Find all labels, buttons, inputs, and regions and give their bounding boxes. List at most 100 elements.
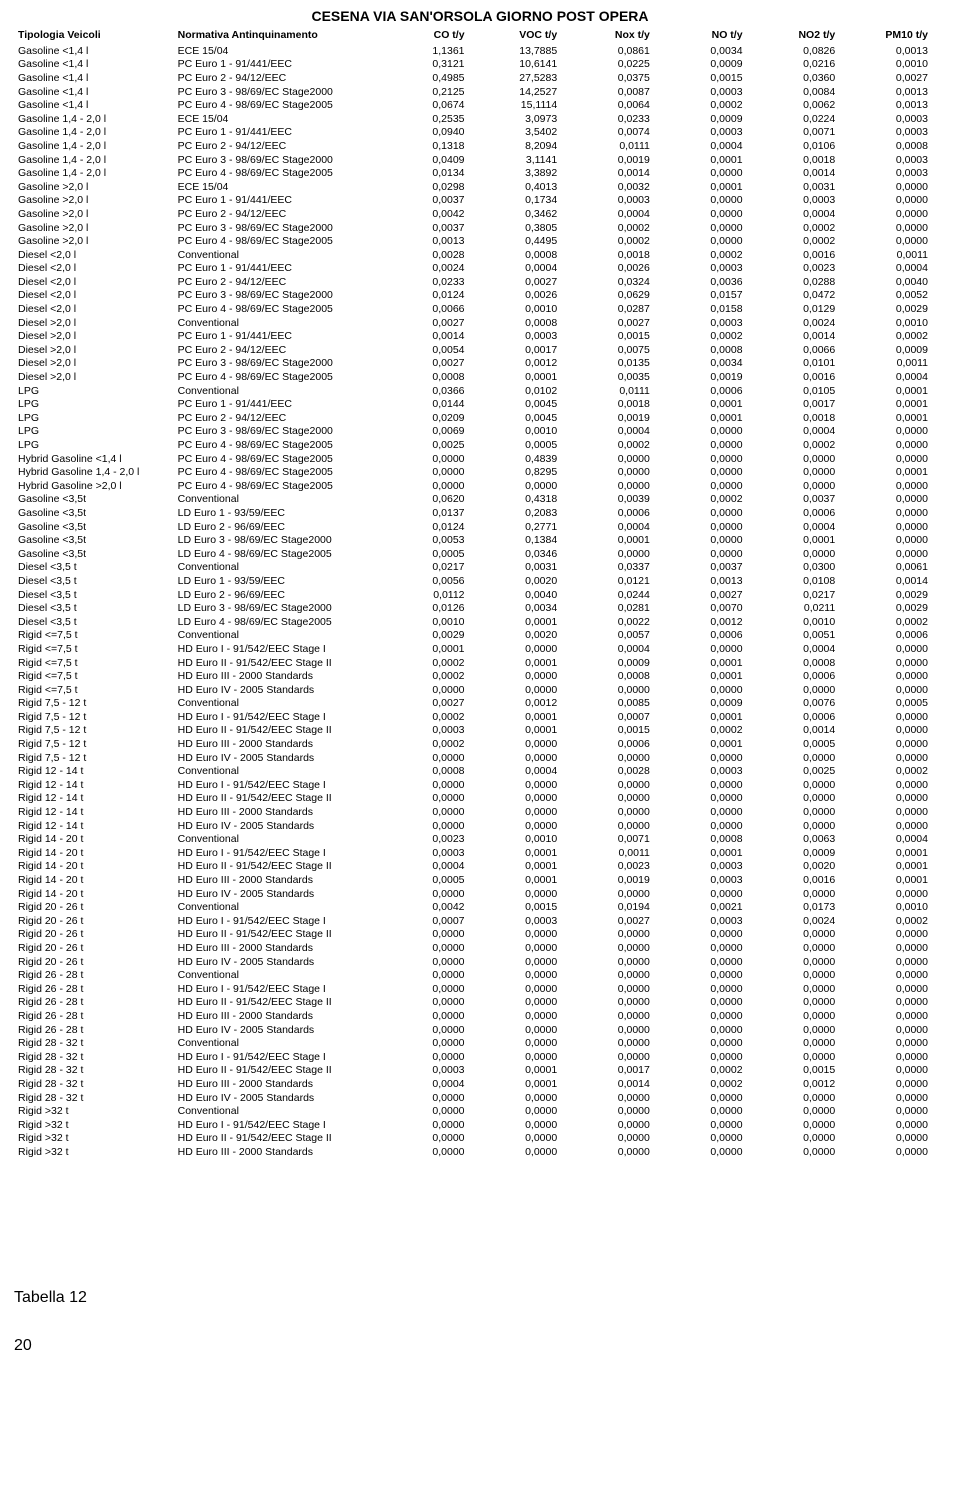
table-cell: 0,0003 — [668, 764, 761, 778]
table-cell: 0,0008 — [668, 832, 761, 846]
table-cell: PC Euro 1 - 91/441/EEC — [174, 194, 390, 208]
table-cell: PC Euro 1 - 91/441/EEC — [174, 329, 390, 343]
table-cell: 0,4839 — [483, 452, 576, 466]
table-cell: Rigid <=7,5 t — [14, 629, 174, 643]
table-cell: 0,0010 — [483, 832, 576, 846]
header-co: CO t/y — [390, 28, 483, 44]
table-cell: 0,0000 — [668, 996, 761, 1010]
table-cell: 0,0064 — [575, 98, 668, 112]
table-cell: 0,0042 — [390, 207, 483, 221]
table-cell: HD Euro III - 2000 Standards — [174, 873, 390, 887]
table-cell: 0,0015 — [761, 1064, 854, 1078]
table-cell: 0,0002 — [668, 493, 761, 507]
table-cell: 0,2125 — [390, 85, 483, 99]
table-cell: 0,0019 — [575, 873, 668, 887]
table-cell: PC Euro 1 - 91/441/EEC — [174, 262, 390, 276]
table-cell: PC Euro 1 - 91/441/EEC — [174, 397, 390, 411]
table-cell: 0,0000 — [575, 955, 668, 969]
table-cell: 0,0000 — [575, 683, 668, 697]
table-cell: Conventional — [174, 248, 390, 262]
table-cell: HD Euro II - 91/542/EEC Stage II — [174, 928, 390, 942]
table-cell: 0,0000 — [390, 778, 483, 792]
table-cell: 0,0002 — [761, 438, 854, 452]
table-cell: 0,0019 — [575, 411, 668, 425]
table-cell: HD Euro I - 91/542/EEC Stage I — [174, 710, 390, 724]
table-cell: 0,0006 — [761, 506, 854, 520]
table-cell: 0,0039 — [575, 493, 668, 507]
table-cell: 0,0063 — [761, 832, 854, 846]
table-cell: 0,0826 — [761, 44, 854, 58]
table-cell: 0,0000 — [575, 547, 668, 561]
table-cell: HD Euro IV - 2005 Standards — [174, 955, 390, 969]
table-cell: 0,0013 — [668, 574, 761, 588]
table-cell: Diesel <3,5 t — [14, 561, 174, 575]
table-cell: 0,0019 — [668, 370, 761, 384]
table-cell: 0,0001 — [853, 846, 946, 860]
table-row: LPGPC Euro 2 - 94/12/EEC0,02090,00450,00… — [14, 411, 946, 425]
table-cell: Rigid 7,5 - 12 t — [14, 697, 174, 711]
table-cell: 0,0028 — [575, 764, 668, 778]
table-cell: 0,0233 — [575, 112, 668, 126]
table-cell: LD Euro 4 - 98/69/EC Stage2005 — [174, 615, 390, 629]
table-cell: 0,0001 — [668, 153, 761, 167]
table-cell: HD Euro I - 91/542/EEC Stage I — [174, 982, 390, 996]
table-cell: Diesel <2,0 l — [14, 248, 174, 262]
table-cell: 0,0005 — [853, 697, 946, 711]
table-cell: PC Euro 3 - 98/69/EC Stage2000 — [174, 357, 390, 371]
table-cell: 0,0000 — [853, 438, 946, 452]
table-cell: Diesel <2,0 l — [14, 289, 174, 303]
table-cell: HD Euro II - 91/542/EEC Stage II — [174, 1132, 390, 1146]
table-cell: 0,0027 — [390, 697, 483, 711]
table-cell: 0,0000 — [668, 805, 761, 819]
table-cell: 0,0000 — [575, 996, 668, 1010]
table-cell: 0,0000 — [761, 887, 854, 901]
table-cell: 0,0000 — [390, 955, 483, 969]
table-cell: 0,0006 — [575, 737, 668, 751]
table-cell: 0,0000 — [483, 887, 576, 901]
table-row: Rigid 14 - 20 tHD Euro II - 91/542/EEC S… — [14, 860, 946, 874]
table-cell: 0,0000 — [853, 751, 946, 765]
table-cell: Rigid 14 - 20 t — [14, 887, 174, 901]
table-cell: 0,0000 — [390, 683, 483, 697]
table-cell: 0,0000 — [761, 778, 854, 792]
table-cell: 14,2527 — [483, 85, 576, 99]
table-cell: 0,0000 — [390, 982, 483, 996]
table-cell: Rigid >32 t — [14, 1104, 174, 1118]
table-cell: 0,0000 — [390, 996, 483, 1010]
table-cell: 0,0000 — [668, 778, 761, 792]
table-cell: 0,0000 — [668, 1104, 761, 1118]
table-cell: 0,0004 — [390, 1077, 483, 1091]
table-cell: 0,0023 — [575, 860, 668, 874]
table-cell: 0,0015 — [483, 900, 576, 914]
table-row: Rigid 12 - 14 tHD Euro I - 91/542/EEC St… — [14, 778, 946, 792]
table-cell: 0,0008 — [853, 139, 946, 153]
table-cell: Rigid 26 - 28 t — [14, 968, 174, 982]
table-cell: 0,0007 — [575, 710, 668, 724]
table-cell: 0,0003 — [853, 126, 946, 140]
table-cell: 0,0004 — [761, 207, 854, 221]
table-cell: 0,0053 — [390, 533, 483, 547]
table-cell: 0,0014 — [390, 329, 483, 343]
table-cell: 0,0000 — [483, 1118, 576, 1132]
table-cell: 0,0022 — [575, 615, 668, 629]
table-cell: 0,0000 — [853, 533, 946, 547]
table-cell: PC Euro 2 - 94/12/EEC — [174, 343, 390, 357]
table-cell: 0,0000 — [668, 1050, 761, 1064]
table-cell: 0,0000 — [483, 669, 576, 683]
table-cell: 0,0000 — [761, 792, 854, 806]
table-cell: HD Euro I - 91/542/EEC Stage I — [174, 846, 390, 860]
table-row: Rigid >32 tConventional0,00000,00000,000… — [14, 1104, 946, 1118]
table-cell: 0,0000 — [853, 1023, 946, 1037]
table-cell: 0,0014 — [761, 166, 854, 180]
table-cell: 0,0000 — [668, 683, 761, 697]
table-cell: 0,0001 — [483, 370, 576, 384]
table-cell: Gasoline <3,5t — [14, 533, 174, 547]
table-cell: 0,0000 — [483, 778, 576, 792]
table-cell: 0,0101 — [761, 357, 854, 371]
table-cell: HD Euro II - 91/542/EEC Stage II — [174, 1064, 390, 1078]
table-row: Rigid <=7,5 tHD Euro III - 2000 Standard… — [14, 669, 946, 683]
table-cell: 0,0003 — [761, 194, 854, 208]
table-row: Rigid 28 - 32 tConventional0,00000,00000… — [14, 1036, 946, 1050]
table-cell: 0,0001 — [483, 724, 576, 738]
table-row: Rigid 20 - 26 tHD Euro III - 2000 Standa… — [14, 941, 946, 955]
